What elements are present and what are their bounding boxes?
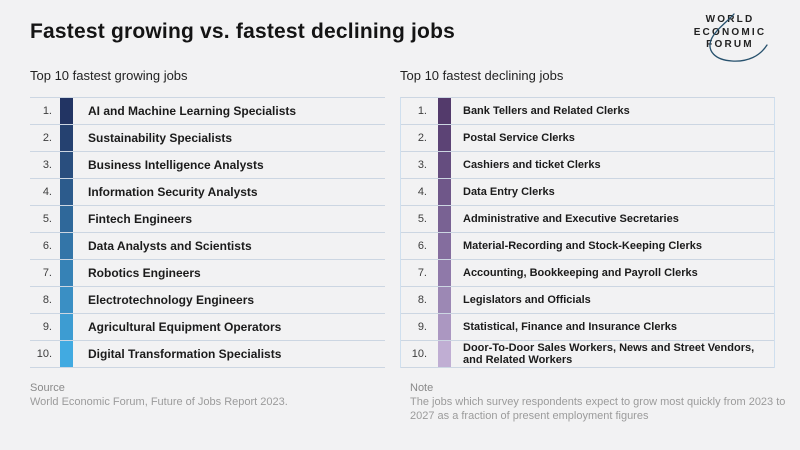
rank-color-bar <box>60 233 73 259</box>
page-title: Fastest growing vs. fastest declining jo… <box>30 20 455 43</box>
rank-color-bar <box>60 341 73 367</box>
rank-color-bar <box>438 125 451 151</box>
note-label: Note <box>410 382 434 394</box>
declining-jobs-table: 1. Bank Tellers and Related Clerks 2. Po… <box>400 97 775 368</box>
rank-color-bar <box>60 287 73 313</box>
job-label: AI and Machine Learning Specialists <box>88 104 297 118</box>
job-label: Agricultural Equipment Operators <box>88 320 282 334</box>
rank-number: 10. <box>411 348 427 360</box>
job-label: Data Entry Clerks <box>463 186 555 198</box>
rank-color-bar <box>438 260 451 286</box>
rank-number: 3. <box>417 159 427 171</box>
table-row: 3. Cashiers and ticket Clerks <box>401 152 774 179</box>
rank-number: 5. <box>417 213 427 225</box>
table-row: 7. Robotics Engineers <box>30 260 385 287</box>
table-row: 9. Agricultural Equipment Operators <box>30 314 385 341</box>
table-row: 8. Legislators and Officials <box>401 287 774 314</box>
rank-number: 7. <box>417 267 427 279</box>
rank-number: 8. <box>417 294 427 306</box>
rank-color-bar <box>60 98 73 124</box>
rank-color-bar <box>438 314 451 340</box>
growing-jobs-table: 1. AI and Machine Learning Specialists 2… <box>30 97 385 368</box>
rank-color-bar <box>438 206 451 232</box>
rank-number: 2. <box>417 132 427 144</box>
rank-number: 4. <box>42 186 52 198</box>
rank-color-bar <box>60 179 73 205</box>
wef-logo-text-line: ECONOMIC <box>693 26 767 38</box>
rank-color-bar <box>438 98 451 124</box>
table-row: 10. Door-To-Door Sales Workers, News and… <box>401 341 774 368</box>
rank-number: 1. <box>417 105 427 117</box>
table-row: 6. Data Analysts and Scientists <box>30 233 385 260</box>
rank-color-bar <box>60 260 73 286</box>
source-label: Source <box>30 382 65 394</box>
rank-color-bar <box>60 314 73 340</box>
job-label: Sustainability Specialists <box>88 131 233 145</box>
job-label: Legislators and Officials <box>463 294 591 306</box>
rank-color-bar <box>60 125 73 151</box>
job-label: Fintech Engineers <box>88 212 193 226</box>
job-label: Material-Recording and Stock-Keeping Cle… <box>463 240 702 252</box>
rank-number: 6. <box>42 240 52 252</box>
table-row: 4. Information Security Analysts <box>30 179 385 206</box>
rank-number: 7. <box>42 267 52 279</box>
job-label: Electrotechnology Engineers <box>88 293 255 307</box>
rank-color-bar <box>60 152 73 178</box>
job-label: Door-To-Door Sales Workers, News and Str… <box>463 342 755 366</box>
rank-number: 6. <box>417 240 427 252</box>
table-row: 8. Electrotechnology Engineers <box>30 287 385 314</box>
table-row: 4. Data Entry Clerks <box>401 179 774 206</box>
job-label: Robotics Engineers <box>88 266 201 280</box>
table-row: 5. Fintech Engineers <box>30 206 385 233</box>
job-label: Administrative and Executive Secretaries <box>463 213 679 225</box>
note-text: The jobs which survey respondents expect… <box>410 396 786 422</box>
rank-number: 9. <box>42 321 52 333</box>
source-text: World Economic Forum, Future of Jobs Rep… <box>30 396 288 408</box>
table-row: 5. Administrative and Executive Secretar… <box>401 206 774 233</box>
rank-number: 4. <box>417 186 427 198</box>
job-label: Accounting, Bookkeeping and Payroll Cler… <box>463 267 698 279</box>
rank-number: 3. <box>42 159 52 171</box>
note-block: Note The jobs which survey respondents e… <box>410 381 788 423</box>
source-block: Source World Economic Forum, Future of J… <box>30 381 380 409</box>
job-label: Cashiers and ticket Clerks <box>463 159 601 171</box>
rank-number: 8. <box>42 294 52 306</box>
table-row: 2. Sustainability Specialists <box>30 125 385 152</box>
table-row: 9. Statistical, Finance and Insurance Cl… <box>401 314 774 341</box>
rank-color-bar <box>60 206 73 232</box>
rank-color-bar <box>438 233 451 259</box>
rank-number: 10. <box>36 348 52 360</box>
job-label: Digital Transformation Specialists <box>88 347 282 361</box>
rank-number: 2. <box>42 132 52 144</box>
rank-color-bar <box>438 341 451 367</box>
table-row: 3. Business Intelligence Analysts <box>30 152 385 179</box>
table-row: 2. Postal Service Clerks <box>401 125 774 152</box>
declining-table-heading: Top 10 fastest declining jobs <box>400 68 564 83</box>
wef-logo-text-line: WORLD <box>705 14 755 25</box>
rank-number: 1. <box>42 105 52 117</box>
table-row: 7. Accounting, Bookkeeping and Payroll C… <box>401 260 774 287</box>
job-label: Bank Tellers and Related Clerks <box>463 105 630 117</box>
job-label: Data Analysts and Scientists <box>88 239 252 253</box>
job-label: Business Intelligence Analysts <box>88 158 264 172</box>
job-label: Information Security Analysts <box>88 185 258 199</box>
rank-number: 9. <box>417 321 427 333</box>
wef-logo-text-line: FORUM <box>706 39 754 50</box>
rank-number: 5. <box>42 213 52 225</box>
table-row: 1. Bank Tellers and Related Clerks <box>401 98 774 125</box>
wef-logo: WORLD ECONOMIC FORUM <box>682 13 778 62</box>
job-label: Postal Service Clerks <box>463 132 575 144</box>
table-row: 10. Digital Transformation Specialists <box>30 341 385 368</box>
rank-color-bar <box>438 179 451 205</box>
growing-table-heading: Top 10 fastest growing jobs <box>30 68 188 83</box>
table-row: 1. AI and Machine Learning Specialists <box>30 98 385 125</box>
rank-color-bar <box>438 287 451 313</box>
rank-color-bar <box>438 152 451 178</box>
table-row: 6. Material-Recording and Stock-Keeping … <box>401 233 774 260</box>
job-label: Statistical, Finance and Insurance Clerk… <box>463 321 677 333</box>
